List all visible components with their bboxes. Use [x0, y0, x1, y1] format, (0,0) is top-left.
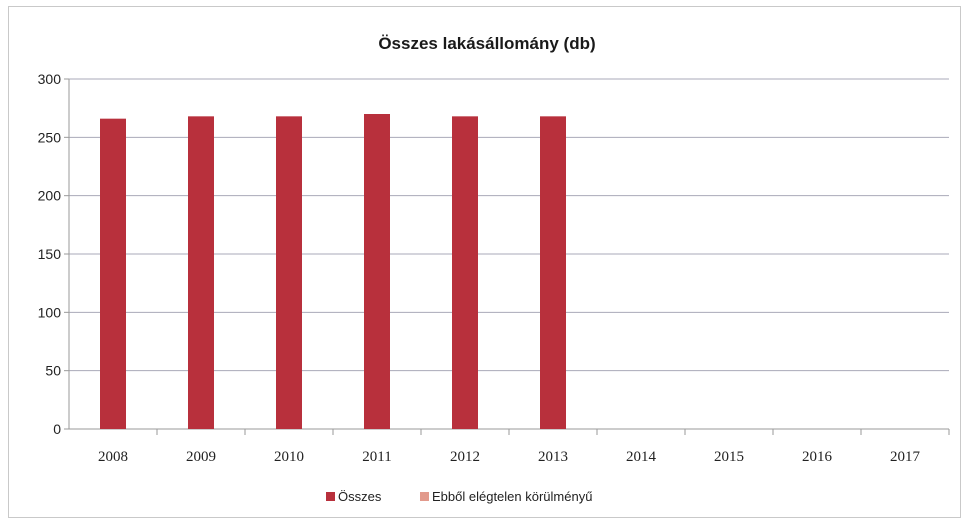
- x-tick-label: 2013: [538, 449, 568, 465]
- chart-frame: Összes lakásállomány (db) 0 50 100 150 200 25…: [8, 6, 961, 518]
- bar-osszes-2010: [276, 116, 302, 429]
- x-tick-label: 2017: [890, 449, 921, 465]
- legend-swatch-osszes: [326, 492, 335, 501]
- y-tick-label: 300: [38, 71, 62, 87]
- bar-osszes-2013: [540, 116, 566, 429]
- y-tick-label: 100: [38, 304, 62, 320]
- y-tick-label: 150: [38, 246, 62, 262]
- x-tick-label: 2016: [802, 449, 833, 465]
- y-tick-label: 200: [38, 188, 62, 204]
- y-axis-ticks: 0 50 100 150 200 250 300: [38, 71, 62, 437]
- x-tick-label: 2010: [274, 449, 304, 465]
- x-tick-label: 2014: [626, 449, 657, 465]
- legend: Összes Ebből elégtelen körülményű: [326, 489, 592, 504]
- bar-osszes-2008: [100, 119, 126, 429]
- x-tick-label: 2008: [98, 449, 128, 465]
- x-axis-ticks: 2008 2009 2010 2011 2012 2013 2014 2015 2016 2017: [98, 449, 921, 465]
- chart-svg: Összes lakásállomány (db) 0 50 100 150 200 25…: [9, 7, 962, 519]
- x-tick-label: 2009: [186, 449, 216, 465]
- x-tick-label: 2012: [450, 449, 480, 465]
- x-tick-label: 2011: [362, 449, 391, 465]
- y-tick-label: 250: [38, 129, 62, 145]
- legend-swatch-ebbol: [420, 492, 429, 501]
- y-tick-label: 0: [53, 421, 61, 437]
- legend-label-ebbol: Ebből elégtelen körülményű: [432, 489, 592, 504]
- bar-osszes-2009: [188, 116, 214, 429]
- bar-osszes-2012: [452, 116, 478, 429]
- chart-title: Összes lakásállomány (db): [378, 34, 595, 53]
- y-tick-label: 50: [45, 363, 61, 379]
- bars: [100, 114, 566, 429]
- legend-label-osszes: Összes: [338, 489, 382, 504]
- x-tick-label: 2015: [714, 449, 744, 465]
- bar-osszes-2011: [364, 114, 390, 429]
